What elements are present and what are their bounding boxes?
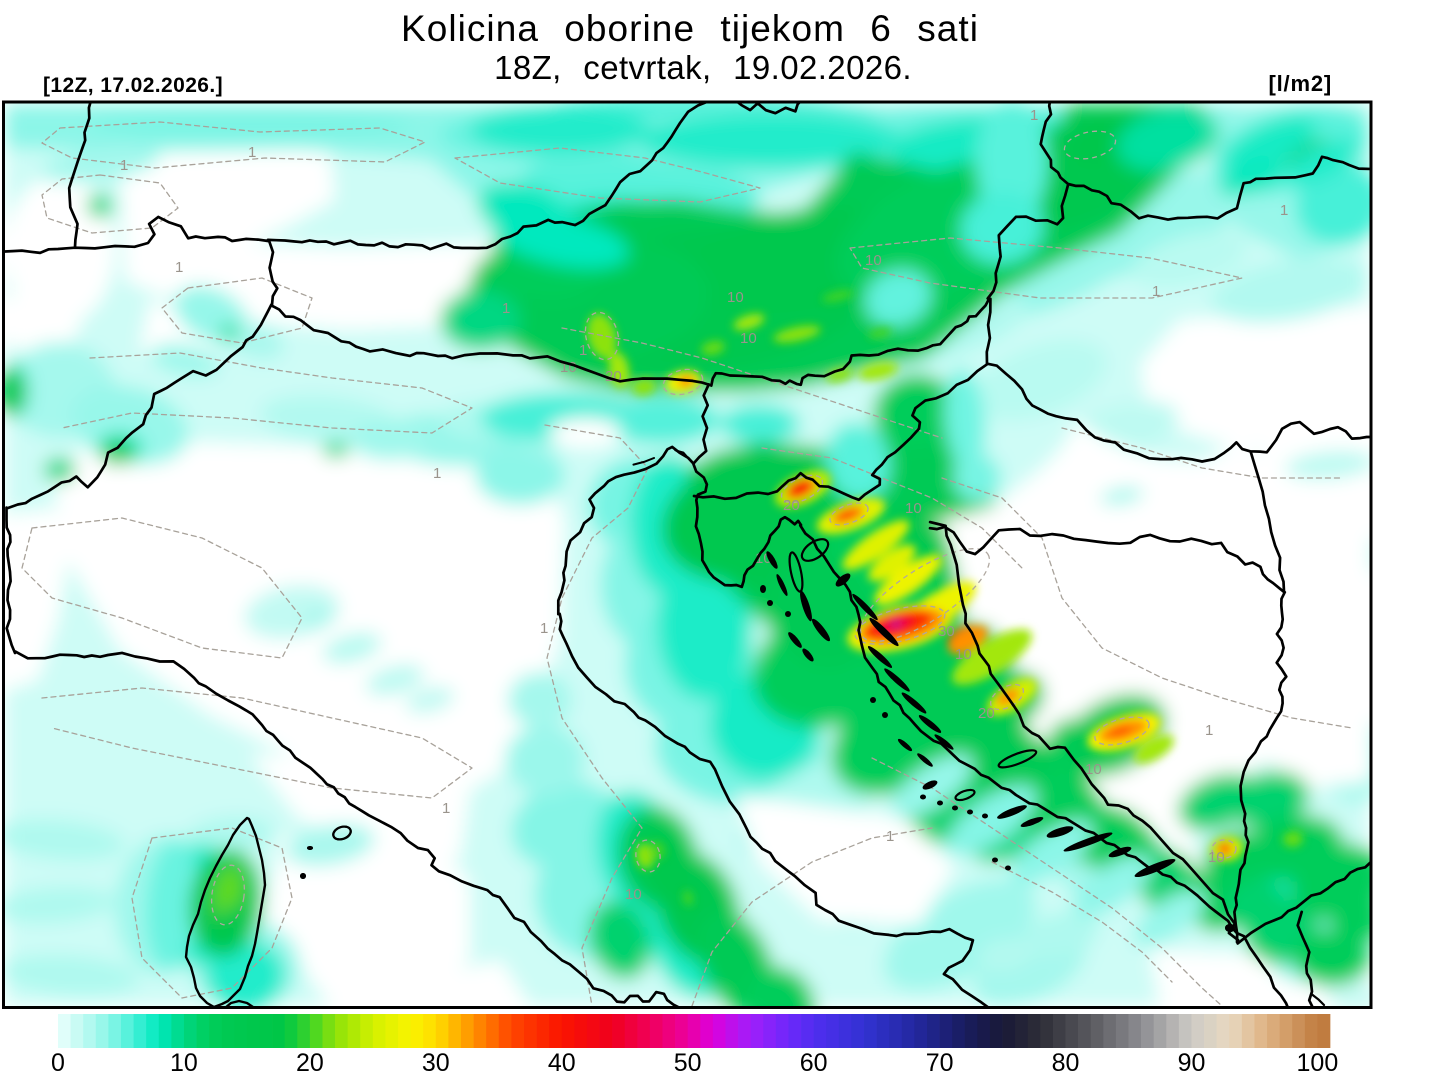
svg-text:1: 1 xyxy=(540,620,548,637)
svg-text:18Z, cetvrtak, 19.02.2026.: 18Z, cetvrtak, 19.02.2026. xyxy=(494,49,912,86)
svg-text:1: 1 xyxy=(433,465,441,482)
svg-text:1: 1 xyxy=(175,259,183,276)
svg-text:[l/m2]: [l/m2] xyxy=(1269,71,1332,96)
svg-text:Kolicina oborine tijekom 6 sat: Kolicina oborine tijekom 6 sati xyxy=(401,8,979,49)
svg-text:10: 10 xyxy=(865,252,882,269)
svg-text:10: 10 xyxy=(1208,849,1225,866)
svg-text:1: 1 xyxy=(442,800,450,817)
svg-text:1: 1 xyxy=(248,144,256,161)
svg-text:10: 10 xyxy=(170,1049,198,1077)
svg-text:60: 60 xyxy=(800,1049,828,1077)
svg-text:20: 20 xyxy=(978,705,995,722)
svg-text:1: 1 xyxy=(1030,107,1038,124)
svg-text:20: 20 xyxy=(783,497,800,514)
svg-text:0: 0 xyxy=(51,1049,65,1077)
svg-text:10: 10 xyxy=(740,330,757,347)
svg-text:1: 1 xyxy=(502,300,510,317)
svg-text:90: 90 xyxy=(1178,1049,1206,1077)
svg-text:70: 70 xyxy=(926,1049,954,1077)
svg-text:80: 80 xyxy=(1052,1049,1080,1077)
svg-text:10: 10 xyxy=(727,289,744,306)
svg-text:1: 1 xyxy=(579,342,587,359)
svg-text:[12Z, 17.02.2026.]: [12Z, 17.02.2026.] xyxy=(43,74,223,97)
svg-text:1: 1 xyxy=(120,157,128,174)
svg-text:10: 10 xyxy=(1085,761,1102,778)
svg-text:10: 10 xyxy=(955,646,972,663)
svg-text:30: 30 xyxy=(938,623,955,640)
svg-text:1: 1 xyxy=(1280,202,1288,219)
svg-text:20: 20 xyxy=(296,1049,324,1077)
svg-text:1: 1 xyxy=(1152,283,1160,300)
svg-text:1: 1 xyxy=(886,828,894,845)
svg-text:40: 40 xyxy=(548,1049,576,1077)
svg-text:10: 10 xyxy=(625,886,642,903)
svg-text:10: 10 xyxy=(905,500,922,517)
svg-text:100: 100 xyxy=(1297,1049,1339,1077)
svg-text:30: 30 xyxy=(422,1049,450,1077)
svg-text:50: 50 xyxy=(674,1049,702,1077)
svg-text:1: 1 xyxy=(1205,722,1213,739)
